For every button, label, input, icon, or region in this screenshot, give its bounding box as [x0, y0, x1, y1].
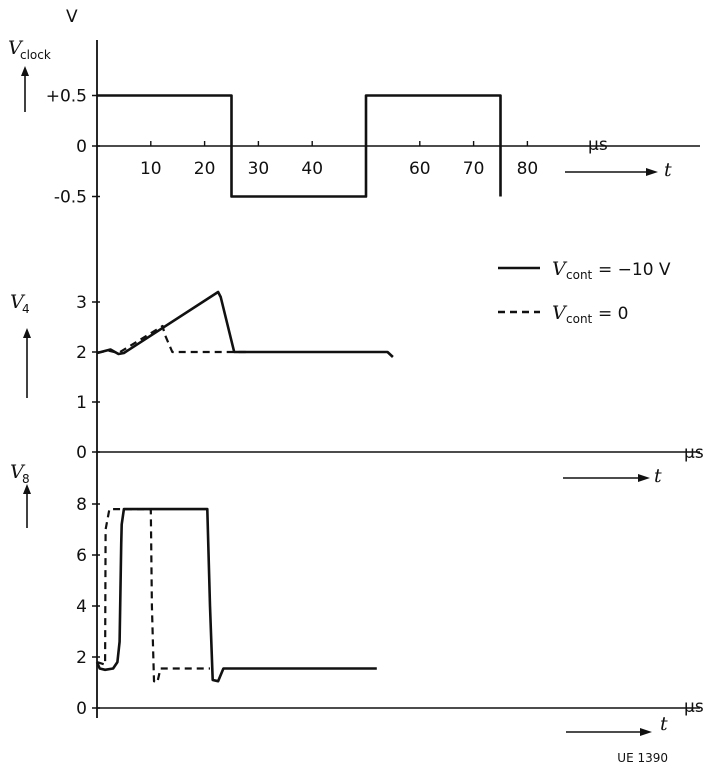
x-axis-label: t: [654, 465, 662, 487]
y-tick-label: +0.5: [46, 87, 87, 107]
x-unit-label: µs: [684, 443, 704, 463]
x-tick-label: 80: [517, 159, 539, 179]
y-axis-arrow-head: [23, 328, 31, 338]
solid-series-line: [96, 290, 394, 358]
figure-code: UE 1390: [617, 751, 668, 765]
y-tick-label: 0: [76, 137, 87, 157]
y-tick-label: 4: [76, 597, 87, 617]
x-tick-label: 10: [140, 159, 162, 179]
solid-series-line: [97, 94, 502, 198]
y-axis-label: V: [8, 37, 24, 59]
legend-subscript: cont: [566, 312, 593, 326]
legend-symbol: V: [552, 302, 568, 324]
legend-label: = −10 V: [598, 260, 671, 280]
legend-label: = 0: [598, 304, 628, 324]
y-tick-label: 2: [76, 343, 87, 363]
y-tick-label: 6: [76, 546, 87, 566]
y-tick-label: 0: [76, 443, 87, 463]
x-tick-label: 20: [194, 159, 216, 179]
legend-subscript: cont: [566, 268, 593, 282]
y-tick-label: 3: [76, 293, 87, 313]
y-axis-label: V: [10, 461, 26, 483]
dashed-series-line: [96, 508, 210, 684]
y-tick-label: 2: [76, 648, 87, 668]
y-unit-label: V: [66, 7, 78, 27]
y-axis-label: V: [10, 291, 26, 313]
x-unit-label: µs: [684, 697, 704, 717]
time-arrow-head: [640, 728, 652, 736]
x-axis-label: t: [664, 159, 672, 181]
x-tick-label: 70: [463, 159, 485, 179]
y-tick-label: -0.5: [54, 188, 87, 208]
x-axis-label: t: [660, 713, 668, 735]
y-tick-label: 1: [76, 393, 87, 413]
y-axis-arrow-head: [23, 484, 31, 494]
y-axis-label-subscript: 4: [22, 302, 30, 316]
dashed-series-line: [96, 324, 248, 355]
y-axis-arrow-head: [21, 66, 29, 76]
x-tick-label: 30: [248, 159, 270, 179]
legend-symbol: V: [552, 258, 568, 280]
x-tick-label: 40: [301, 159, 323, 179]
y-tick-label: 0: [76, 699, 87, 719]
time-arrow-head: [646, 168, 658, 176]
time-arrow-head: [638, 474, 650, 482]
x-unit-label: µs: [588, 135, 608, 155]
solid-series-line: [95, 507, 377, 683]
y-axis-label-subscript: 8: [22, 472, 30, 486]
y-axis-label-subscript: clock: [20, 48, 51, 62]
x-tick-label: 60: [409, 159, 431, 179]
y-tick-label: 8: [76, 495, 87, 515]
